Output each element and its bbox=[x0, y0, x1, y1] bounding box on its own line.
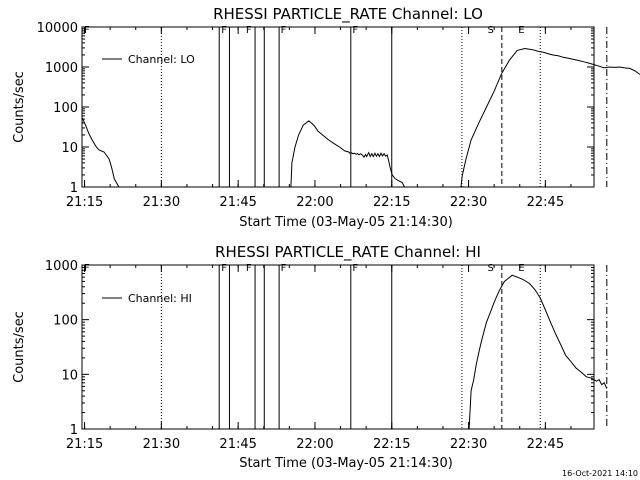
panel-hi-annotation-lines bbox=[160, 265, 608, 429]
panel-lo-x-axis-label: Start Time (03-May-05 21:14:30) bbox=[239, 215, 453, 230]
x-tick-label: 21:45 bbox=[219, 195, 256, 210]
series-line-segment bbox=[290, 120, 406, 188]
flag-label: F bbox=[281, 25, 287, 36]
panel-lo-axes: 1 10 100 1000 10000 21:15 21:30 21:45 22:00 22:15… bbox=[37, 21, 594, 210]
panel-hi-title: RHESSI PARTICLE_RATE Channel: HI bbox=[215, 243, 481, 262]
x-tick-label: 22:30 bbox=[450, 437, 487, 452]
panel-hi-data-lines bbox=[468, 274, 608, 430]
flag-label: S bbox=[488, 25, 494, 36]
y-tick-label: 10000 bbox=[37, 21, 78, 36]
y-tick-label: 10 bbox=[61, 141, 78, 156]
flag-label: F bbox=[352, 25, 358, 36]
flag-label: S bbox=[488, 263, 494, 274]
y-tick-label: 1 bbox=[70, 181, 78, 196]
x-tick-label: 21:15 bbox=[66, 437, 103, 452]
x-tick-label: 21:45 bbox=[219, 437, 256, 452]
y-tick-label: 10 bbox=[61, 368, 78, 383]
flag-label: E bbox=[518, 25, 524, 36]
x-tick-label: 21:15 bbox=[66, 195, 103, 210]
y-tick-label: 1 bbox=[70, 423, 78, 438]
x-tick-label: 22:00 bbox=[296, 195, 333, 210]
series-line-segment bbox=[468, 274, 608, 430]
panel-hi-y-axis-label: Counts/sec bbox=[12, 311, 27, 383]
x-tick-label: 22:45 bbox=[527, 195, 564, 210]
panel-lo-data-lines bbox=[81, 47, 640, 188]
flag-label: F bbox=[221, 25, 227, 36]
flag-label: F bbox=[221, 263, 227, 274]
y-tick-label: 100 bbox=[53, 101, 78, 116]
x-tick-label: 22:45 bbox=[527, 437, 564, 452]
series-line-segment bbox=[460, 47, 640, 188]
panel-hi-plot-frame bbox=[81, 264, 595, 430]
flag-label: F bbox=[246, 263, 252, 274]
flag-label: F bbox=[281, 263, 287, 274]
panel-hi-axes: 1 10 100 1000 21:15 21:30 21:45 22:00 22:15 22:30… bbox=[45, 259, 594, 452]
panel-hi-x-axis-label: Start Time (03-May-05 21:14:30) bbox=[239, 456, 453, 471]
series-line-segment bbox=[81, 117, 120, 188]
panel-lo-title: RHESSI PARTICLE_RATE Channel: LO bbox=[213, 5, 483, 24]
y-tick-label: 100 bbox=[53, 314, 78, 329]
x-tick-label: 22:15 bbox=[373, 437, 410, 452]
flag-label: F bbox=[246, 25, 252, 36]
panel-lo-legend-label: Channel: LO bbox=[128, 53, 195, 66]
generation-timestamp: 16-Oct-2021 14:10 bbox=[562, 469, 638, 478]
panel-lo: RHESSI PARTICLE_RATE Channel: LO 1101001… bbox=[12, 5, 640, 230]
panel-hi-legend: Channel: HI bbox=[102, 292, 192, 305]
panel-lo-legend: Channel: LO bbox=[102, 53, 195, 66]
flag-label: E bbox=[518, 263, 524, 274]
flag-label: F bbox=[84, 25, 90, 36]
flag-label: F bbox=[84, 263, 90, 274]
y-tick-label: 1000 bbox=[45, 259, 78, 274]
x-tick-label: 22:15 bbox=[373, 195, 410, 210]
x-tick-label: 21:30 bbox=[143, 195, 180, 210]
panel-lo-annotation-lines bbox=[160, 27, 608, 187]
panel-hi: RHESSI PARTICLE_RATE Channel: HI 1101001… bbox=[12, 243, 608, 471]
x-tick-label: 22:00 bbox=[296, 437, 333, 452]
x-tick-label: 22:30 bbox=[450, 195, 487, 210]
y-tick-label: 1000 bbox=[45, 61, 78, 76]
panel-hi-legend-label: Channel: HI bbox=[128, 292, 192, 305]
x-tick-label: 21:30 bbox=[143, 437, 180, 452]
flag-label: F bbox=[352, 263, 358, 274]
panel-lo-y-axis-label: Counts/sec bbox=[12, 71, 27, 143]
